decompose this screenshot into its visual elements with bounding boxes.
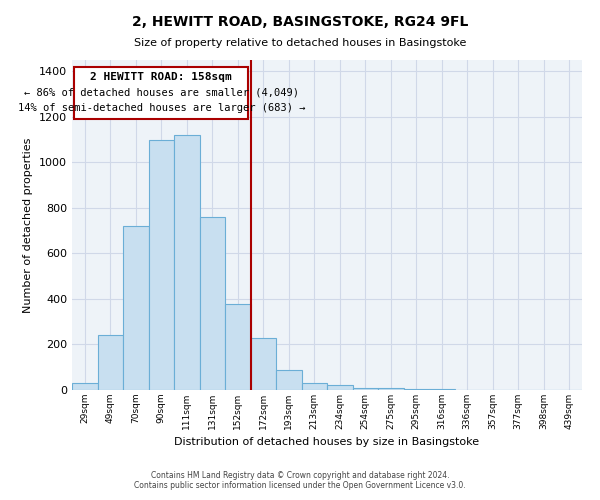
Bar: [404, 389, 429, 390]
Bar: [302, 383, 327, 390]
Text: 2, HEWITT ROAD, BASINGSTOKE, RG24 9FL: 2, HEWITT ROAD, BASINGSTOKE, RG24 9FL: [132, 15, 468, 29]
X-axis label: Distribution of detached houses by size in Basingstoke: Distribution of detached houses by size …: [175, 438, 479, 448]
Text: 14% of semi-detached houses are larger (683) →: 14% of semi-detached houses are larger (…: [17, 103, 305, 113]
Bar: [72, 383, 97, 390]
FancyBboxPatch shape: [74, 67, 248, 119]
Bar: [123, 226, 149, 390]
Bar: [327, 386, 353, 390]
Text: Contains HM Land Registry data © Crown copyright and database right 2024.
Contai: Contains HM Land Registry data © Crown c…: [134, 470, 466, 490]
Y-axis label: Number of detached properties: Number of detached properties: [23, 138, 34, 312]
Bar: [225, 304, 251, 390]
Bar: [251, 338, 276, 390]
Text: ← 86% of detached houses are smaller (4,049): ← 86% of detached houses are smaller (4,…: [24, 88, 299, 98]
Bar: [149, 140, 174, 390]
Bar: [353, 388, 378, 390]
Bar: [276, 370, 302, 390]
Bar: [378, 388, 404, 390]
Bar: [199, 217, 225, 390]
Text: Size of property relative to detached houses in Basingstoke: Size of property relative to detached ho…: [134, 38, 466, 48]
Bar: [174, 135, 199, 390]
Bar: [97, 336, 123, 390]
Text: 2 HEWITT ROAD: 158sqm: 2 HEWITT ROAD: 158sqm: [91, 72, 232, 82]
